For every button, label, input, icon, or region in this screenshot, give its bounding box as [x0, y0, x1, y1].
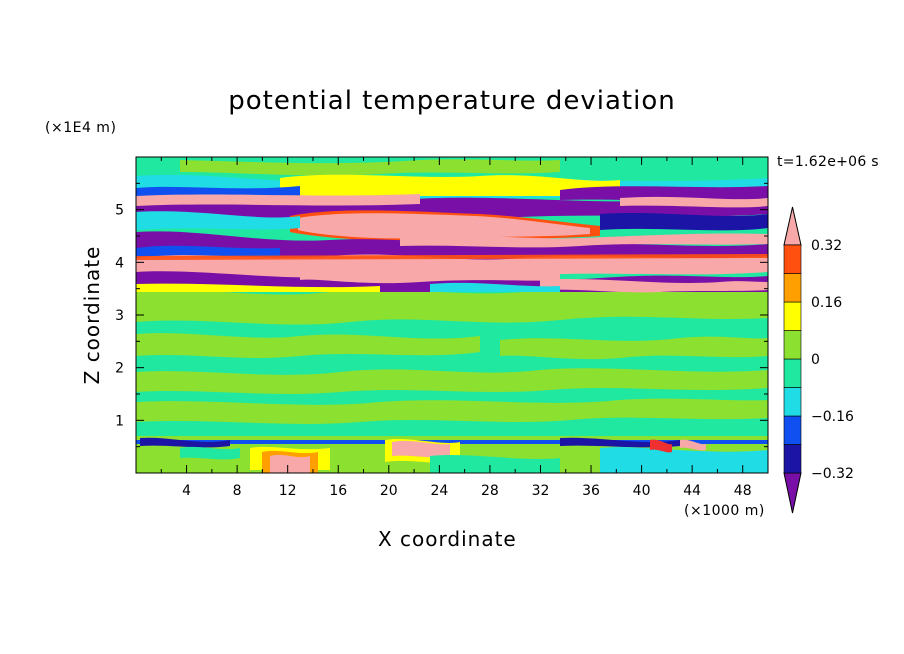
- colorbar-swatch: [783, 301, 802, 331]
- x-tick-label: 44: [683, 483, 701, 499]
- x-tick-label: 36: [582, 483, 600, 499]
- colorbar-label: 0: [811, 352, 820, 368]
- colorbar-label: 0.32: [811, 238, 842, 254]
- colorbar: 0.32 0.16 0 −0.16 −0.32: [783, 206, 854, 514]
- x-tick-label: 40: [633, 483, 651, 499]
- x-tick-label: 12: [279, 483, 297, 499]
- y-tick-label: 5: [115, 203, 124, 219]
- field-bottom-details: [136, 437, 768, 473]
- colorbar-swatch: [783, 244, 802, 274]
- x-tick-label: 8: [233, 483, 242, 499]
- x-tick-label: 32: [532, 483, 550, 499]
- colorbar-swatch: [783, 330, 802, 360]
- contour-field: [136, 157, 768, 473]
- x-axis-label: X coordinate: [378, 527, 517, 551]
- x-tick-label: 20: [380, 483, 398, 499]
- time-label: t=1.62e+06 s: [777, 154, 879, 170]
- x-tick-label: 16: [329, 483, 347, 499]
- field-upper-layer: [136, 174, 768, 293]
- y-unit-label: (×1E4 m): [45, 120, 117, 136]
- colorbar-top-extension: [783, 206, 802, 246]
- colorbar-swatch: [783, 444, 802, 474]
- x-tick-label: 28: [481, 483, 499, 499]
- field-mid-warm-patches: [136, 159, 768, 424]
- x-tick-label: 4: [182, 483, 191, 499]
- x-tick-label: 24: [430, 483, 448, 499]
- x-tick-label: 48: [734, 483, 752, 499]
- y-tick-label: 4: [115, 255, 124, 271]
- colorbar-swatch: [783, 273, 802, 303]
- y-axis-ticks: 1 2 3 4 5: [115, 182, 768, 448]
- y-tick-label: 3: [115, 308, 124, 324]
- colorbar-label: 0.16: [811, 295, 842, 311]
- colorbar-swatch: [783, 358, 802, 388]
- colorbar-label: −0.16: [811, 409, 854, 425]
- colorbar-swatch: [783, 387, 802, 417]
- y-tick-label: 1: [115, 413, 124, 429]
- y-tick-label: 2: [115, 361, 124, 377]
- chart-title: potential temperature deviation: [228, 86, 676, 116]
- colorbar-label: −0.32: [811, 466, 854, 482]
- x-axis-ticks: 4 8 12 16 20 24 28 32 36 40 44 48: [160, 157, 752, 499]
- colorbar-swatch: [783, 415, 802, 445]
- colorbar-bottom-extension: [783, 472, 802, 514]
- x-unit-label: (×1000 m): [684, 503, 765, 519]
